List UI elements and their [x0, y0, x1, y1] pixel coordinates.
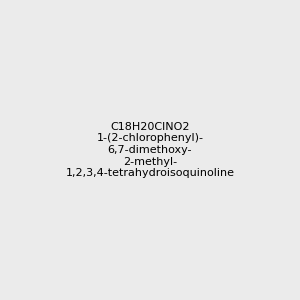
Text: C18H20ClNO2
1-(2-chlorophenyl)-
6,7-dimethoxy-
2-methyl-
1,2,3,4-tetrahydroisoqu: C18H20ClNO2 1-(2-chlorophenyl)- 6,7-dime…	[65, 122, 235, 178]
